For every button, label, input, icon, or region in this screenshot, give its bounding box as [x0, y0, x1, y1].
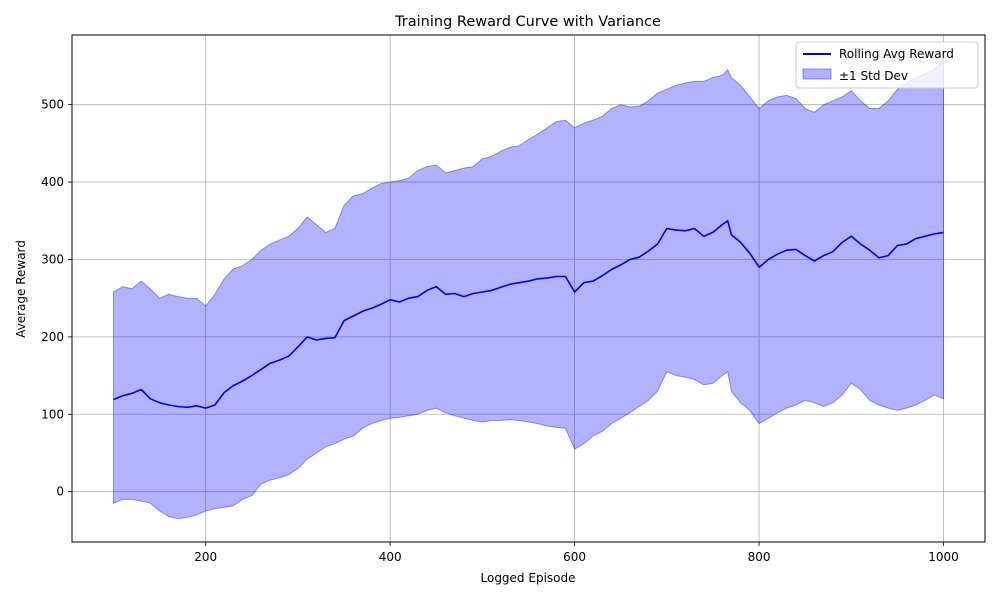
- y-tick-label: 300: [41, 252, 64, 266]
- x-axis-title: Logged Episode: [481, 571, 576, 585]
- y-tick-label: 100: [41, 407, 64, 421]
- rolling-avg-line: [113, 220, 944, 409]
- axis-ticks: 200 400 600 800 1000 0 100 200 300 400 500: [41, 98, 959, 564]
- x-tick-label: 1000: [928, 550, 959, 564]
- x-tick-label: 200: [194, 550, 217, 564]
- rolling-avg-reward-line: [113, 220, 944, 409]
- plot-frame: [71, 34, 986, 543]
- y-axis-title: Average Reward: [14, 240, 28, 338]
- legend-box: [795, 41, 979, 89]
- legend-label-std-dev: ±1 Std Dev: [839, 69, 908, 83]
- x-tick-label: 800: [748, 550, 771, 564]
- x-tick-label: 600: [563, 550, 586, 564]
- std-dev-band-area: [113, 56, 944, 520]
- legend-label-rolling-avg: Rolling Avg Reward: [839, 47, 954, 61]
- y-tick-label: 400: [41, 175, 64, 189]
- legend-band-swatch: [802, 68, 832, 80]
- chart-title: Training Reward Curve with Variance: [394, 14, 661, 30]
- y-tick-label: 0: [56, 485, 64, 499]
- std-dev-band: [113, 56, 944, 520]
- legend: Rolling Avg Reward ±1 Std Dev: [795, 41, 979, 89]
- y-tick-label: 500: [41, 98, 64, 112]
- x-tick-label: 400: [379, 550, 402, 564]
- grid-lines: [72, 35, 985, 542]
- y-tick-label: 200: [41, 330, 64, 344]
